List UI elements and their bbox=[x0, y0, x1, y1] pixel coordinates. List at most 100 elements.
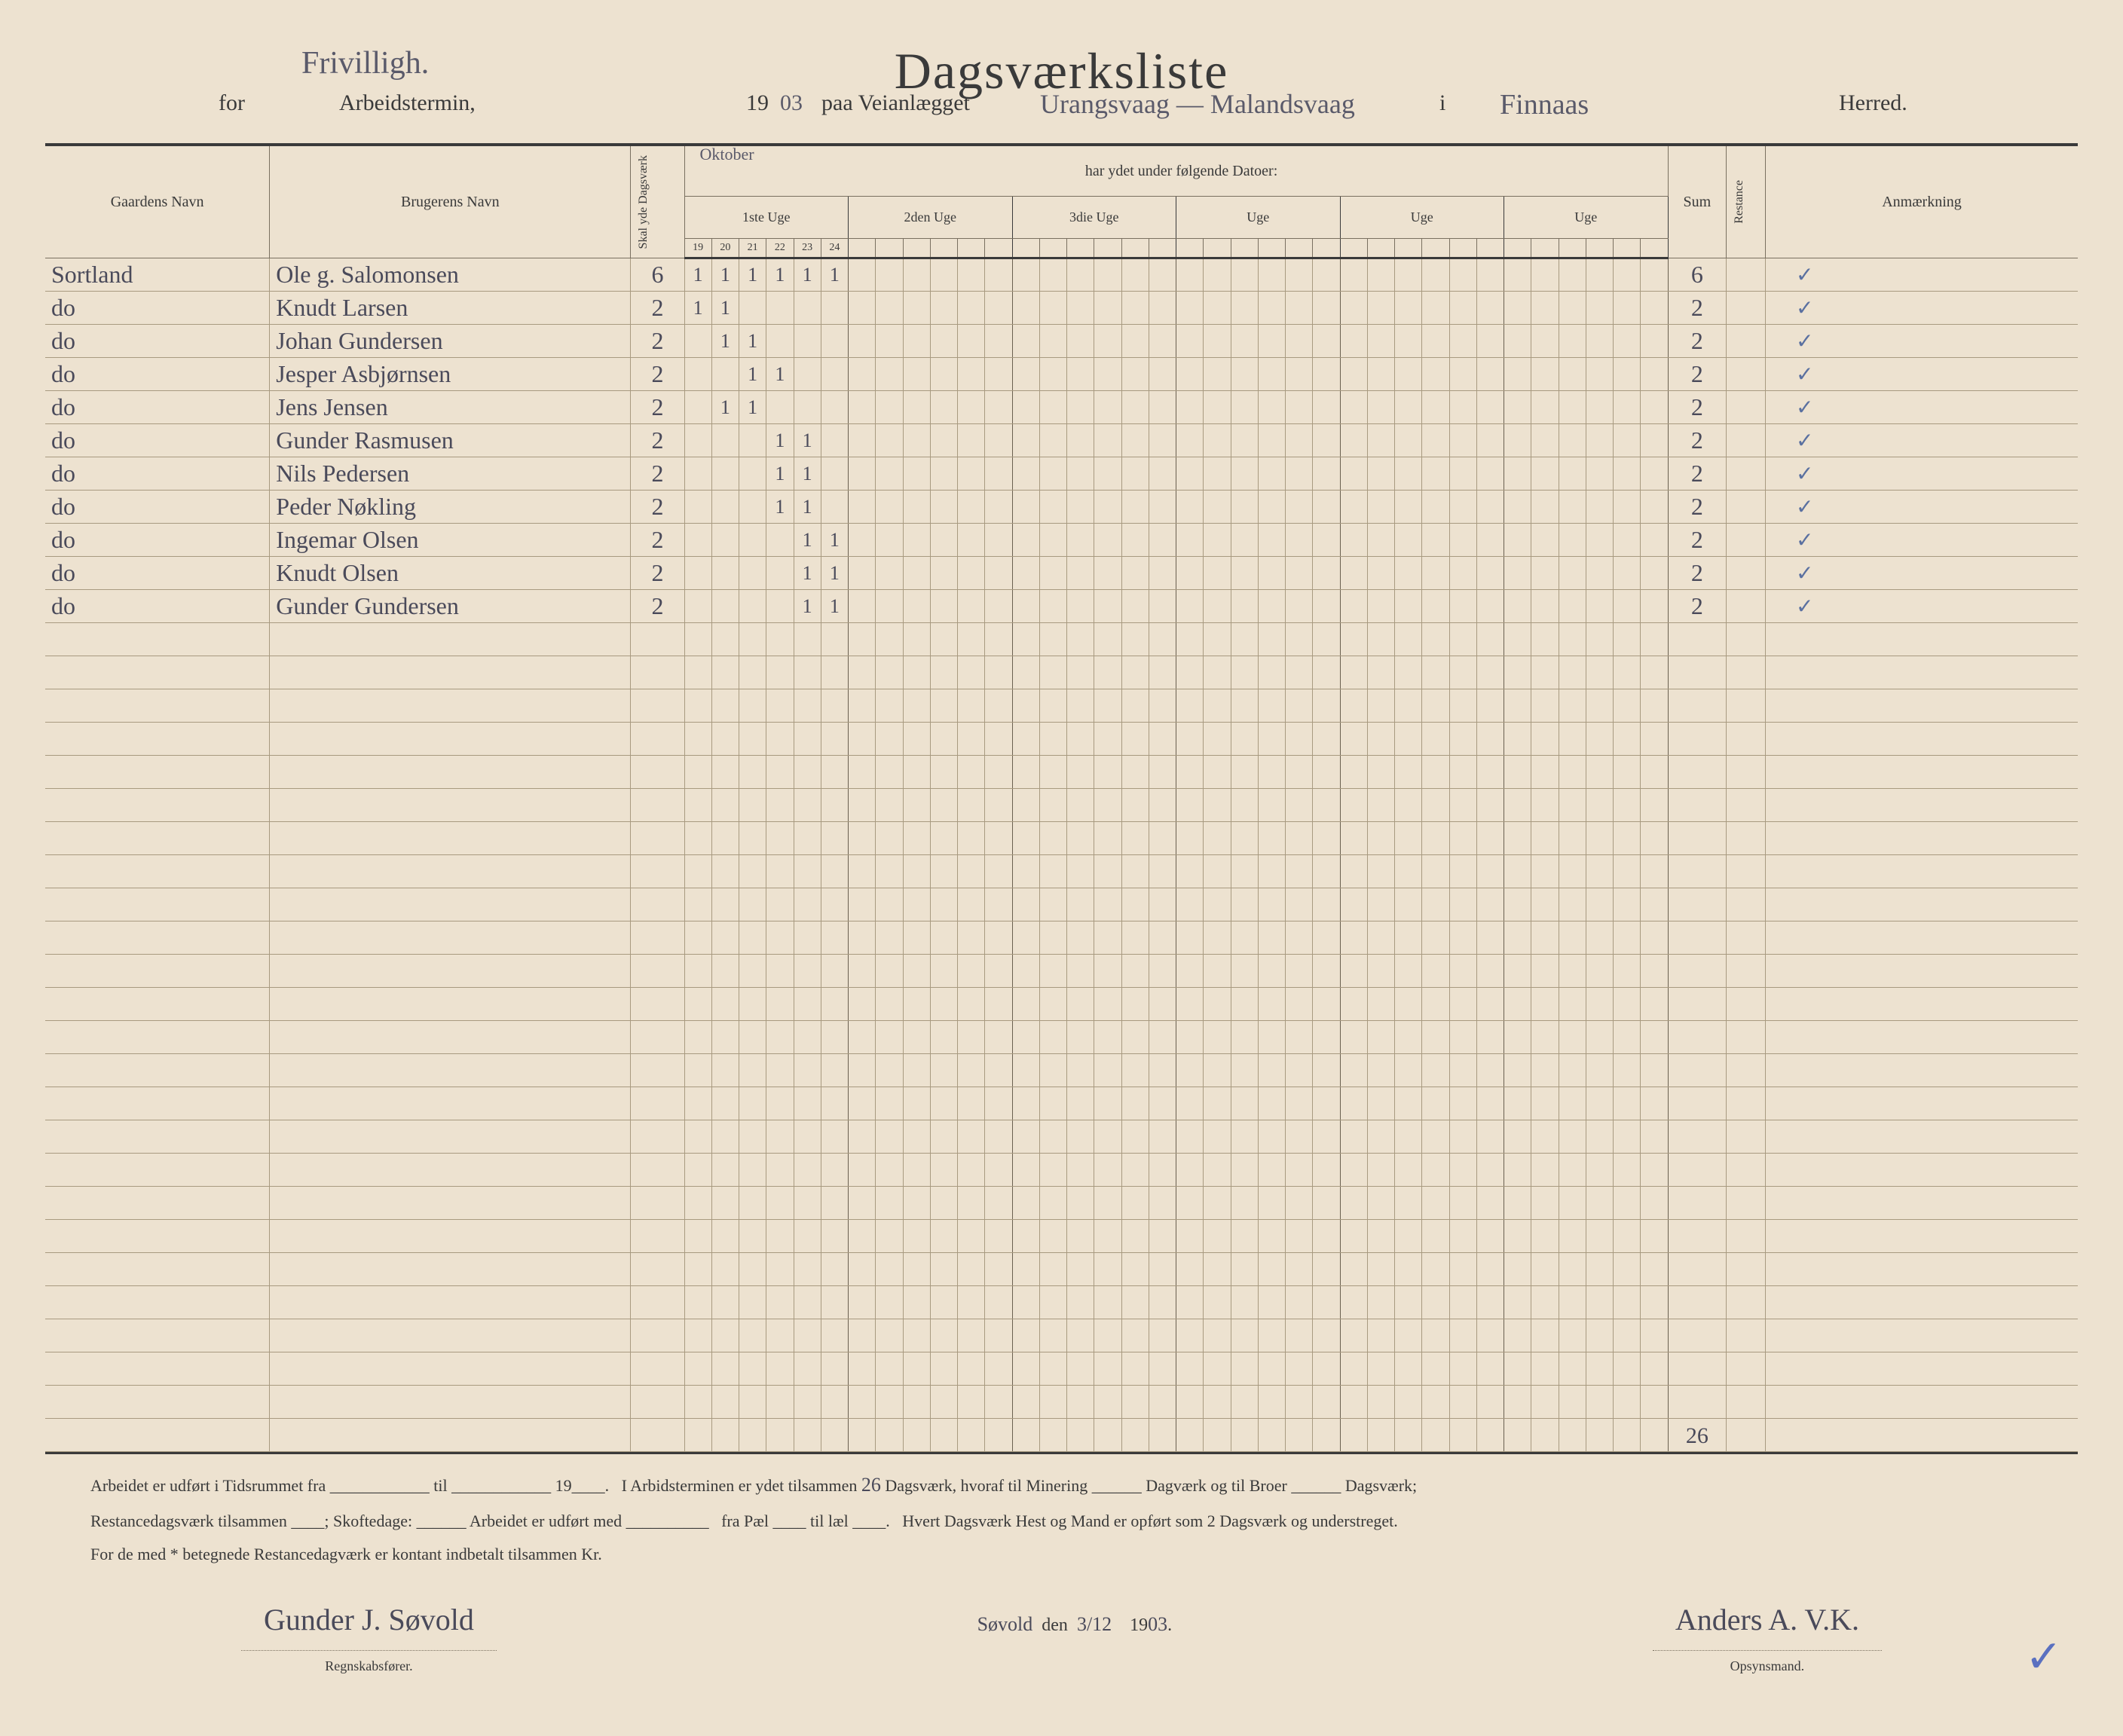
cell-sum: 2 bbox=[1668, 391, 1727, 424]
cell-day bbox=[1422, 491, 1449, 524]
cell-day bbox=[876, 689, 903, 723]
cell-day bbox=[1559, 888, 1586, 921]
cell-day bbox=[849, 789, 876, 822]
cell-day bbox=[1395, 988, 1422, 1021]
cell-day bbox=[930, 756, 957, 789]
cell-day bbox=[1559, 1087, 1586, 1120]
cell-day bbox=[1641, 1253, 1668, 1286]
cell-day bbox=[1094, 656, 1121, 689]
cell-day bbox=[876, 789, 903, 822]
cell-day bbox=[1231, 921, 1258, 955]
cell-day bbox=[1449, 1120, 1476, 1154]
cell-day bbox=[1012, 1120, 1039, 1154]
cell-day bbox=[903, 689, 930, 723]
cell-day bbox=[1367, 921, 1394, 955]
cell-day bbox=[876, 491, 903, 524]
cell-day bbox=[739, 723, 766, 756]
cell-sum bbox=[1668, 1054, 1727, 1087]
cell-day bbox=[1313, 1419, 1340, 1452]
cell-day bbox=[1313, 789, 1340, 822]
cell-day bbox=[1340, 1220, 1367, 1253]
cell-day bbox=[1559, 1054, 1586, 1087]
cell-day bbox=[849, 1021, 876, 1054]
cell-day bbox=[739, 1120, 766, 1154]
day-header bbox=[1449, 239, 1476, 258]
cell-day bbox=[794, 1054, 821, 1087]
cell-day bbox=[1531, 1154, 1559, 1187]
cell-day bbox=[1258, 1154, 1285, 1187]
cell-day bbox=[711, 1253, 739, 1286]
cell-anmaerkning: ✓ bbox=[1766, 358, 2079, 391]
cell-day bbox=[958, 557, 985, 590]
cell-day bbox=[1012, 424, 1039, 457]
cell-day bbox=[876, 524, 903, 557]
cell-skal: 2 bbox=[631, 292, 684, 325]
cell-day bbox=[1094, 888, 1121, 921]
cell-day bbox=[1641, 1187, 1668, 1220]
table-row: doKnudt Olsen2112✓ bbox=[45, 557, 2078, 590]
cell-day bbox=[849, 822, 876, 855]
cell-day bbox=[1449, 358, 1476, 391]
cell-day bbox=[849, 656, 876, 689]
cell-day bbox=[1476, 988, 1504, 1021]
cell-day bbox=[1313, 822, 1340, 855]
cell-day bbox=[876, 424, 903, 457]
cell-day bbox=[1504, 1319, 1531, 1352]
cell-sum bbox=[1668, 1187, 1727, 1220]
cell-day bbox=[1476, 855, 1504, 888]
cell-day bbox=[1422, 325, 1449, 358]
cell-day bbox=[1149, 1054, 1176, 1087]
cell-day bbox=[1476, 557, 1504, 590]
cell-day bbox=[1476, 590, 1504, 623]
cell-day bbox=[1586, 1419, 1613, 1452]
table-row: doPeder Nøkling2112✓ bbox=[45, 491, 2078, 524]
cell-day bbox=[958, 1220, 985, 1253]
cell-day bbox=[1367, 1120, 1394, 1154]
cell-day bbox=[1231, 1187, 1258, 1220]
cell-gaard bbox=[45, 1021, 270, 1054]
cell-day bbox=[1231, 855, 1258, 888]
cell-day bbox=[1504, 1187, 1531, 1220]
cell-day bbox=[821, 1054, 848, 1087]
cell-day bbox=[985, 756, 1012, 789]
cell-day bbox=[1422, 1054, 1449, 1087]
uge2-header: 2den Uge bbox=[849, 197, 1013, 239]
cell-day bbox=[1176, 822, 1204, 855]
cell-day bbox=[766, 590, 794, 623]
cell-day bbox=[1313, 1286, 1340, 1319]
cell-day bbox=[876, 292, 903, 325]
cell-day bbox=[849, 1154, 876, 1187]
cell-sum bbox=[1668, 988, 1727, 1021]
cell-day bbox=[1176, 590, 1204, 623]
cell-day bbox=[1340, 358, 1367, 391]
cell-day bbox=[1067, 292, 1094, 325]
cell-day bbox=[985, 424, 1012, 457]
cell-restance bbox=[1727, 524, 1766, 557]
cell-day bbox=[711, 623, 739, 656]
cell-gaard bbox=[45, 921, 270, 955]
cell-day bbox=[1504, 391, 1531, 424]
table-row bbox=[45, 1386, 2078, 1419]
cell-sum: 2 bbox=[1668, 424, 1727, 457]
cell-day bbox=[1204, 424, 1231, 457]
cell-day bbox=[1204, 623, 1231, 656]
cell-day bbox=[1012, 689, 1039, 723]
cell-day bbox=[1067, 358, 1094, 391]
cell-day bbox=[1067, 1253, 1094, 1286]
cell-day bbox=[1094, 1154, 1121, 1187]
cell-day bbox=[766, 1386, 794, 1419]
cell-day bbox=[985, 258, 1012, 292]
cell-gaard bbox=[45, 689, 270, 723]
cell-day bbox=[1231, 623, 1258, 656]
cell-restance bbox=[1727, 1054, 1766, 1087]
cell-day bbox=[849, 258, 876, 292]
cell-day bbox=[1559, 1220, 1586, 1253]
cell-day: 1 bbox=[794, 524, 821, 557]
cell-day bbox=[1231, 1087, 1258, 1120]
cell-day bbox=[1039, 590, 1066, 623]
cell-day bbox=[1204, 358, 1231, 391]
cell-day bbox=[1149, 756, 1176, 789]
cell-day bbox=[1614, 1319, 1641, 1352]
cell-day bbox=[739, 424, 766, 457]
cell-sum: 2 bbox=[1668, 325, 1727, 358]
